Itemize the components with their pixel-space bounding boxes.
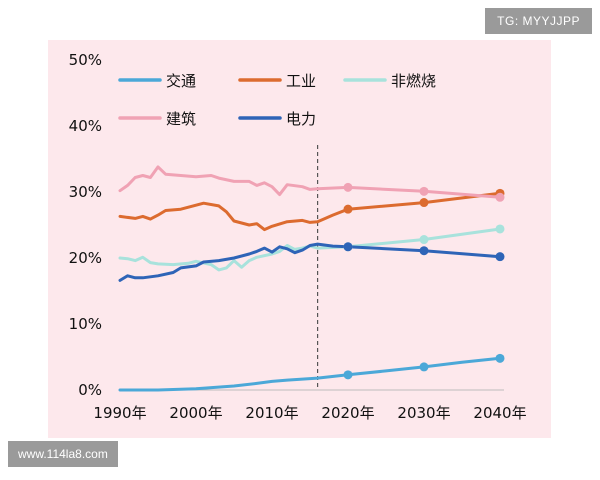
series-line	[118, 356, 502, 392]
watermark-top-right: TG: MYYJJPP	[485, 8, 592, 34]
y-tick-label: 20%	[69, 249, 102, 267]
legend-label: 非燃烧	[391, 72, 436, 90]
series-line	[118, 165, 502, 199]
series-point	[343, 370, 353, 380]
series-point	[419, 186, 429, 196]
chart-panel: 0% 10% 20% 30% 40% 50% 1990年 2000年 2010年 2020年 20…	[48, 40, 551, 438]
x-tick-label: 1990年	[93, 404, 146, 422]
series-point	[419, 198, 429, 208]
y-axis: 0% 10% 20% 30% 40% 50%	[69, 51, 102, 399]
x-tick-label: 2020年	[321, 404, 374, 422]
legend-label: 建筑	[166, 110, 196, 128]
line-chart: 0% 10% 20% 30% 40% 50% 1990年 2000年 2010年 2020年 20…	[69, 51, 527, 422]
series-markers	[343, 182, 505, 380]
series-point	[495, 252, 505, 262]
legend-label: 交通	[166, 72, 196, 90]
x-tick-label: 2030年	[397, 404, 450, 422]
series-point	[343, 182, 353, 192]
series-point	[495, 353, 505, 363]
series-line	[118, 227, 502, 272]
x-tick-label: 2010年	[245, 404, 298, 422]
series-point	[495, 224, 505, 234]
series-point	[419, 362, 429, 372]
series-lines	[118, 165, 502, 392]
watermark-bottom-left: www.114la8.com	[8, 441, 118, 467]
x-axis: 1990年 2000年 2010年 2020年 2030年 2040年	[93, 389, 527, 422]
legend-label: 工业	[286, 72, 316, 90]
x-tick-label: 2000年	[169, 404, 222, 422]
y-tick-label: 50%	[69, 51, 102, 69]
y-tick-label: 10%	[69, 315, 102, 333]
y-tick-label: 40%	[69, 117, 102, 135]
series-line	[118, 191, 502, 232]
series-point	[343, 242, 353, 252]
x-tick-label: 2040年	[473, 404, 526, 422]
series-point	[343, 204, 353, 214]
series-point	[419, 235, 429, 245]
y-tick-label: 0%	[78, 381, 102, 399]
legend-label: 电力	[286, 110, 316, 128]
series-point	[495, 192, 505, 202]
series-line	[118, 242, 502, 282]
y-tick-label: 30%	[69, 183, 102, 201]
series-point	[419, 246, 429, 256]
